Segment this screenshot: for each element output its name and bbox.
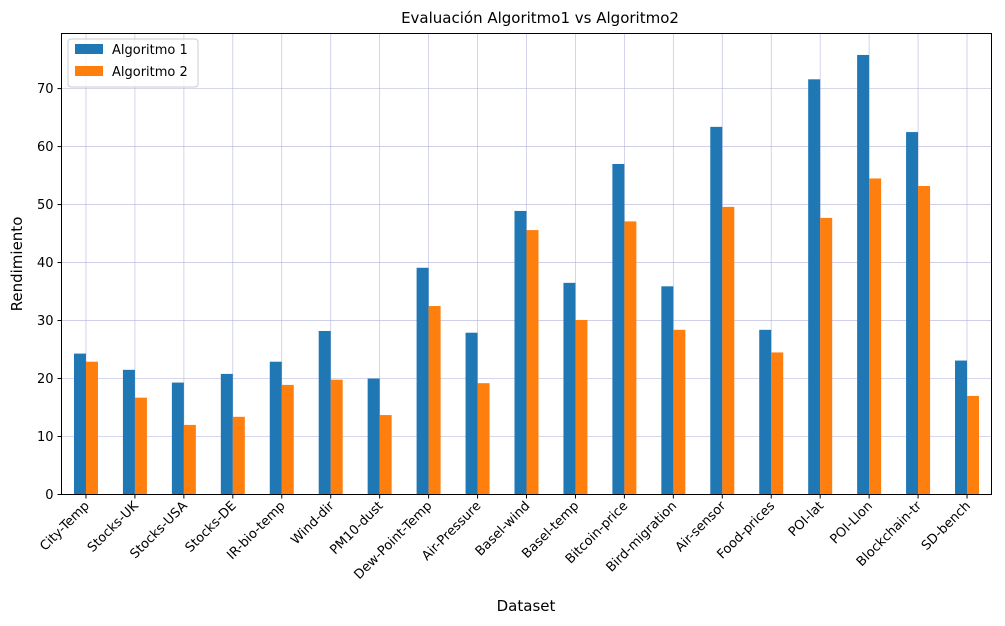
bar-algoritmo-2-poi-lat — [820, 217, 833, 495]
bar-algoritmo-2-basel-wind — [526, 230, 539, 495]
bar-algoritmo-1-air-sensor — [710, 126, 723, 495]
bar-algoritmo-2-dew-point-temp — [428, 306, 441, 495]
bar-algoritmo-1-food-prices — [759, 329, 772, 495]
bar-algoritmo-1-stocks-de — [220, 373, 233, 495]
bar-algoritmo-2-food-prices — [771, 352, 784, 495]
bar-algoritmo-1-ir-bio-temp — [269, 361, 282, 495]
bar-algoritmo-2-air-sensor — [722, 206, 735, 495]
bar-algoritmo-2-stocks-de — [232, 416, 245, 495]
y-axis-ticks: 0 10 20 30 40 50 60 70 — [37, 82, 62, 503]
bar-algoritmo-1-bird-migration — [661, 286, 674, 495]
bar-algoritmo-1-stocks-usa — [171, 382, 184, 495]
bar-algoritmo-2-wind-dir — [330, 379, 343, 495]
x-axis-label: Dataset — [497, 597, 556, 615]
x-tick-label-wind-dir: Wind-dir — [288, 498, 338, 548]
bar-algoritmo-2-blockchain-tr — [918, 186, 931, 495]
bar-algoritmo-2-pm10-dust — [379, 415, 392, 495]
chart-title: Evaluación Algoritmo1 vs Algoritmo2 — [401, 9, 679, 27]
bar-algoritmo-1-stocks-uk — [122, 369, 135, 495]
bar-algoritmo-2-bitcoin-price — [624, 221, 637, 495]
bar-algoritmo-1-air-pressure — [465, 332, 478, 495]
bar-algoritmo-2-air-pressure — [477, 383, 490, 495]
bar-algoritmo-2-poi-llon — [869, 178, 882, 495]
y-tick-label: 30 — [37, 314, 54, 329]
y-tick-label: 40 — [37, 256, 54, 271]
bar-algoritmo-1-basel-temp — [563, 282, 576, 495]
y-axis-label: Rendimiento — [8, 217, 26, 312]
y-tick-label: 70 — [37, 82, 54, 97]
bar-algoritmo-1-pm10-dust — [367, 378, 380, 495]
y-tick-label: 10 — [37, 430, 54, 445]
y-tick-label: 50 — [37, 198, 54, 213]
bar-algoritmo-2-ir-bio-temp — [281, 384, 294, 495]
legend-label-algoritmo-2: Algoritmo 2 — [112, 65, 188, 80]
bar-algoritmo-1-city-temp — [73, 353, 86, 495]
bar-algoritmo-1-poi-lat — [808, 79, 821, 495]
bar-algoritmo-1-blockchain-tr — [906, 132, 919, 495]
x-tick-label-poi-lat: POI-lat — [786, 499, 827, 540]
x-tick-label-sd-bench: SD-bench — [919, 499, 974, 554]
x-axis-ticks: City-TempStocks-UKStocks-USAStocks-DEIR-… — [37, 494, 974, 583]
bar-algoritmo-1-wind-dir — [318, 330, 331, 495]
bar-algoritmo-1-dew-point-temp — [416, 267, 429, 495]
y-tick-label: 0 — [45, 488, 53, 503]
bar-algoritmo-2-stocks-usa — [183, 424, 196, 495]
bar-algoritmo-2-bird-migration — [673, 329, 686, 495]
legend-swatch-algoritmo-2 — [75, 66, 103, 76]
legend-label-algoritmo-1: Algoritmo 1 — [112, 43, 188, 58]
bar-algoritmo-1-sd-bench — [955, 360, 968, 495]
bar-algoritmo-2-basel-temp — [575, 319, 588, 495]
y-tick-label: 60 — [37, 140, 54, 155]
bar-algoritmo-1-basel-wind — [514, 210, 527, 495]
legend-swatch-algoritmo-1 — [75, 44, 103, 54]
y-tick-label: 20 — [37, 372, 54, 387]
bar-algoritmo-2-stocks-uk — [134, 397, 147, 495]
bar-algoritmo-2-city-temp — [85, 361, 98, 495]
bar-algoritmo-1-bitcoin-price — [612, 163, 625, 495]
legend: Algoritmo 1 Algoritmo 2 — [67, 38, 199, 88]
bars — [73, 54, 980, 495]
x-tick-label-poi-llon: POI-Llon — [827, 499, 876, 548]
bar-algoritmo-2-sd-bench — [967, 395, 980, 495]
bar-algoritmo-1-poi-llon — [857, 54, 870, 495]
